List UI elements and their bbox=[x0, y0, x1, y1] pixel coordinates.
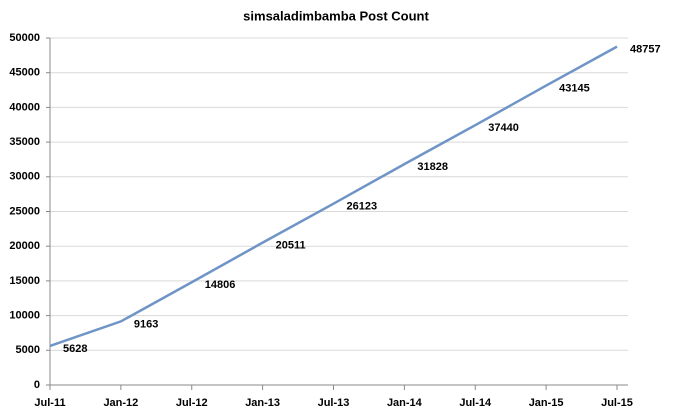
x-tick-label: Jul-13 bbox=[318, 397, 350, 409]
x-tick-label: Jan-15 bbox=[529, 397, 564, 409]
x-tick-label: Jul-15 bbox=[601, 397, 633, 409]
y-tick-label: 20000 bbox=[9, 240, 40, 252]
y-tick-label: 50000 bbox=[9, 32, 40, 44]
chart-title: simsaladimbamba Post Count bbox=[243, 8, 429, 23]
x-tick-label: Jul-14 bbox=[459, 397, 492, 409]
y-tick-label: 5000 bbox=[16, 344, 40, 356]
x-tick-label: Jan-13 bbox=[245, 397, 280, 409]
y-tick-label: 45000 bbox=[9, 67, 40, 79]
y-tick-label: 15000 bbox=[9, 275, 40, 287]
x-tick-label: Jul-12 bbox=[176, 397, 208, 409]
data-label: 43145 bbox=[559, 82, 590, 94]
data-label: 9163 bbox=[134, 318, 158, 330]
data-label: 14806 bbox=[205, 279, 236, 291]
y-tick-label: 35000 bbox=[9, 136, 40, 148]
data-label: 37440 bbox=[488, 122, 519, 134]
data-label: 26123 bbox=[347, 201, 378, 213]
data-label: 48757 bbox=[630, 44, 661, 56]
y-tick-label: 10000 bbox=[9, 310, 40, 322]
data-label: 31828 bbox=[417, 161, 448, 173]
x-tick-label: Jan-14 bbox=[387, 397, 423, 409]
y-tick-label: 30000 bbox=[9, 171, 40, 183]
data-label: 5628 bbox=[63, 343, 87, 355]
x-tick-label: Jul-11 bbox=[34, 397, 65, 409]
y-tick-label: 25000 bbox=[9, 205, 40, 217]
data-line bbox=[49, 45, 618, 348]
y-tick-label: 0 bbox=[34, 379, 40, 391]
y-tick-label: 40000 bbox=[9, 101, 40, 113]
x-tick-label: Jan-12 bbox=[103, 397, 138, 409]
data-label: 20511 bbox=[276, 240, 306, 252]
